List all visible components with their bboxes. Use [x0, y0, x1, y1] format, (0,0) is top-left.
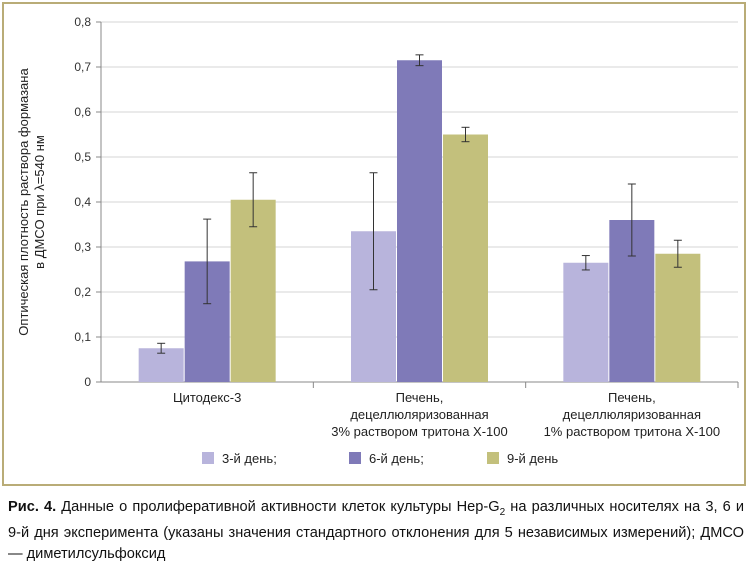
y-tick-label: 0,7 — [74, 60, 91, 74]
caption-subscript: 2 — [499, 506, 506, 518]
x-category-label: Печень, — [608, 390, 656, 405]
y-tick-label: 0,6 — [74, 105, 91, 119]
bar — [443, 134, 488, 382]
legend-label: 6-й день; — [369, 451, 424, 466]
x-category-label: децеллюляризованная — [563, 407, 701, 422]
y-tick-label: 0,2 — [74, 285, 91, 299]
x-category-label: Цитодекс-3 — [173, 390, 241, 405]
caption-text-rest: на различных носителях на 3, 6 и 9-й дня… — [8, 499, 744, 562]
x-category-label: 3% раствором тритона Х-100 — [331, 424, 508, 439]
y-axis-title: Оптическая плотность раствора формазанав… — [16, 68, 47, 336]
y-tick-label: 0,1 — [74, 330, 91, 344]
y-tick-label: 0 — [84, 375, 91, 389]
legend-label: 3-й день; — [222, 451, 277, 466]
y-tick-label: 0,8 — [74, 15, 91, 29]
x-category-label: 1% раствором тритона Х-100 — [544, 424, 721, 439]
legend-swatch — [202, 452, 214, 464]
y-axis-title-line1: Оптическая плотность раствора формазана — [16, 68, 31, 336]
y-tick-label: 0,4 — [74, 195, 91, 209]
caption-label: Рис. 4. — [8, 499, 57, 515]
legend-swatch — [349, 452, 361, 464]
bar — [397, 60, 442, 382]
legend-swatch — [487, 452, 499, 464]
chart-frame: 0 0,1 0,2 0,3 0,4 0,5 0,6 0,7 0,8 Оптическая плот… — [2, 2, 746, 486]
legend-label: 9-й день — [507, 451, 558, 466]
y-axis-title-line2: в ДМСО при λ=540 нм — [32, 135, 47, 269]
bar — [138, 348, 184, 382]
caption-text: Данные о пролиферативной активности клет… — [56, 499, 500, 515]
figure-caption: Рис. 4. Данные о пролиферативной активно… — [8, 497, 744, 565]
bar — [230, 199, 276, 382]
x-category-label: Печень, — [396, 390, 444, 405]
y-tick-label: 0,5 — [74, 150, 91, 164]
bar — [563, 262, 609, 382]
bar — [655, 253, 701, 382]
bar-chart: 0 0,1 0,2 0,3 0,4 0,5 0,6 0,7 0,8 Оптическая плот… — [16, 15, 739, 466]
x-category-label: децеллюляризованная — [350, 407, 488, 422]
y-tick-label: 0,3 — [74, 240, 91, 254]
